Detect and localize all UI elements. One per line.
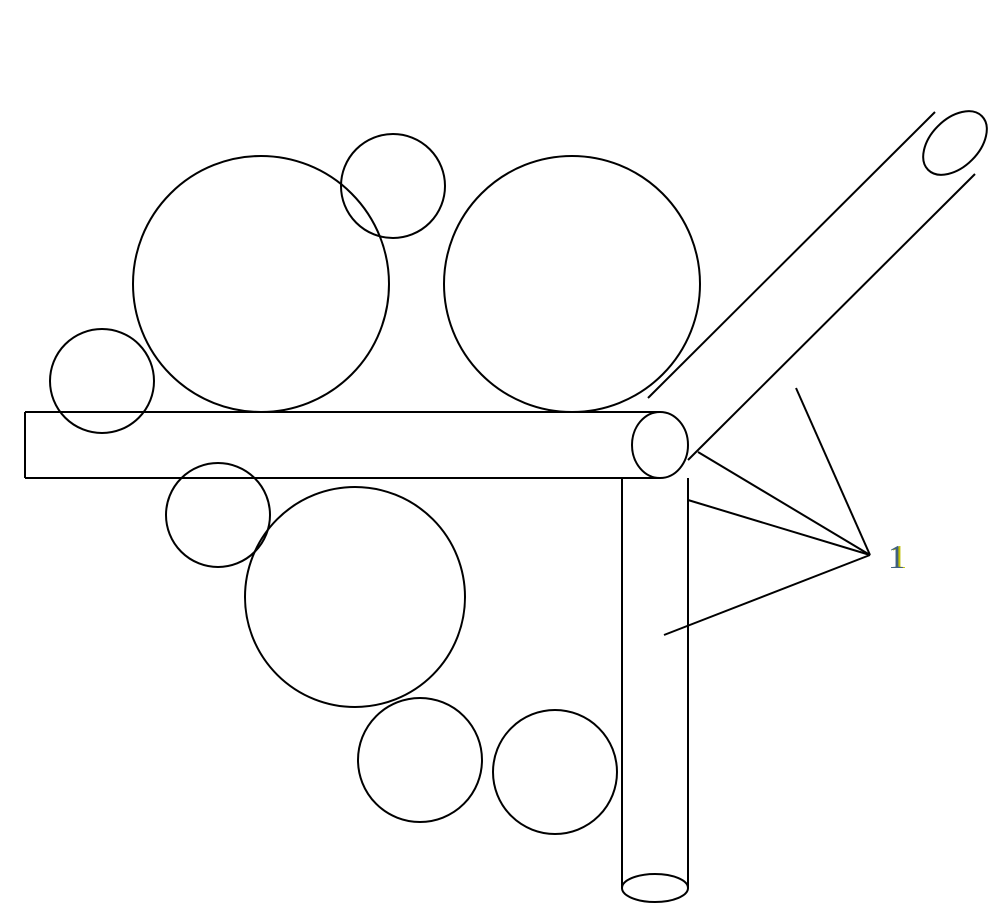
label-1-text: 1 — [888, 539, 905, 576]
horizontal-bar — [25, 412, 688, 478]
circle-7 — [493, 710, 617, 834]
circle-3 — [50, 329, 154, 433]
leader-lines — [664, 388, 870, 635]
circle-2 — [341, 134, 445, 238]
circle-6 — [358, 698, 482, 822]
leader-line-1 — [698, 452, 870, 555]
circle-0 — [133, 156, 389, 412]
circle-4 — [245, 487, 465, 707]
circle-1 — [444, 156, 700, 412]
leader-line-3 — [664, 555, 870, 635]
label-1: 11 — [888, 539, 907, 576]
leader-line-2 — [688, 500, 870, 555]
leader-line-0 — [796, 388, 870, 555]
circles-group — [50, 134, 700, 834]
vertical-bar — [622, 478, 688, 902]
